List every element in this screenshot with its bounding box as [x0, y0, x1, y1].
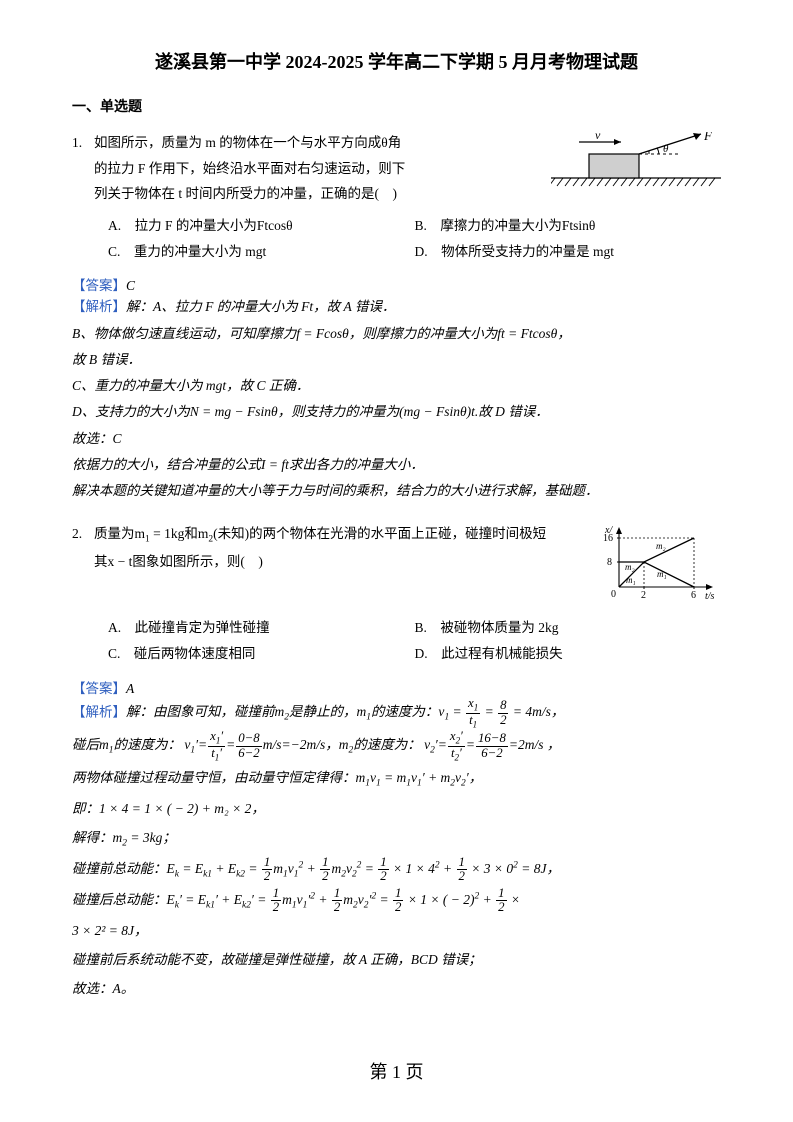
- q1-options: A. 拉力 F 的冲量大小为Ftcosθ B. 摩擦力的冲量大小为Ftsinθ …: [108, 213, 721, 264]
- q2-optB: B. 被碰物体质量为 2kg: [415, 615, 722, 641]
- q1-optA: A. 拉力 F 的冲量大小为Ftcosθ: [108, 213, 415, 239]
- figure-q2: x/ t/s 16 8 2 6 0: [601, 523, 721, 610]
- q1-text: 如图所示，质量为 m 的物体在一个与水平方向成θ角 的拉力 F 作用下，始终沿水…: [94, 130, 543, 207]
- q2-answer: 【答案】A: [72, 677, 721, 697]
- question-2: x/ t/s 16 8 2 6 0: [72, 521, 721, 610]
- svg-text:m₁: m₁: [657, 569, 667, 579]
- q1-explanation: 【解析】解：A、拉力 F 的冲量大小为 Ft，故 A 错误． B、物体做匀速直线…: [72, 294, 721, 505]
- label-v: v: [595, 132, 601, 142]
- q2-explanation: 【解析】解：由图象可知，碰撞前m2是静止的，m1的速度为：v1 = x1t1 =…: [72, 697, 721, 1003]
- svg-text:m₂: m₂: [625, 562, 635, 572]
- label-theta: θ: [663, 143, 669, 155]
- q1-optC: C. 重力的冲量大小为 mgt: [108, 239, 415, 265]
- q2-options: A. 此碰撞肯定为弹性碰撞 B. 被碰物体质量为 2kg C. 碰后两物体速度相…: [108, 615, 721, 666]
- svg-text:8: 8: [607, 557, 612, 568]
- page-footer: 第 1 页: [0, 1058, 793, 1084]
- figure-q1: v F θ: [551, 132, 721, 203]
- page-title: 遂溪县第一中学 2024-2025 学年高二下学期 5 月月考物理试题: [72, 48, 721, 74]
- q2-optC: C. 碰后两物体速度相同: [108, 641, 415, 667]
- svg-text:t/s: t/s: [705, 591, 715, 601]
- q1-optB: B. 摩擦力的冲量大小为Ftsinθ: [415, 213, 722, 239]
- q1-optD: D. 物体所受支持力的冲量是 mgt: [415, 239, 722, 265]
- page: 遂溪县第一中学 2024-2025 学年高二下学期 5 月月考物理试题 一、单选…: [0, 0, 793, 1122]
- q2-number: 2.: [72, 521, 94, 575]
- q1-answer: 【答案】C: [72, 274, 721, 294]
- q2-optA: A. 此碰撞肯定为弹性碰撞: [108, 615, 415, 641]
- q2-text: 质量为m1 = 1kg和m2(未知)的两个物体在光滑的水平面上正碰，碰撞时间极短…: [94, 521, 593, 575]
- q1-number: 1.: [72, 130, 94, 207]
- svg-text:2: 2: [641, 590, 646, 601]
- section-heading: 一、单选题: [72, 96, 721, 116]
- label-F: F: [703, 132, 713, 143]
- svg-text:0: 0: [611, 589, 616, 600]
- svg-text:16: 16: [603, 533, 613, 544]
- svg-text:m₂: m₂: [656, 541, 666, 551]
- q2-optD: D. 此过程有机械能损失: [415, 641, 722, 667]
- question-1: v F θ 1. 如图所示，质量为 m 的物体在一个与水平方向成θ角 的拉力 F…: [72, 130, 721, 207]
- svg-text:m₁: m₁: [626, 575, 636, 585]
- svg-text:6: 6: [691, 590, 696, 601]
